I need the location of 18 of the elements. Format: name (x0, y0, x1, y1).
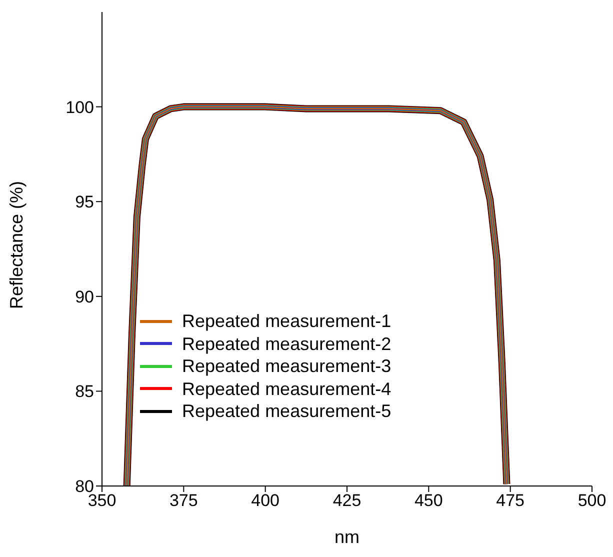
y-tick-label: 90 (75, 287, 94, 306)
y-tick-label: 95 (75, 192, 94, 212)
x-axis-title: nm (334, 527, 360, 547)
y-tick-label: 100 (66, 98, 94, 117)
x-tick-label: 375 (169, 491, 198, 510)
legend-label: Repeated measurement-2 (182, 332, 392, 355)
x-tick-label: 425 (332, 491, 362, 510)
x-tick-label: 475 (496, 491, 525, 510)
legend-label: Repeated measurement-4 (182, 378, 392, 400)
legend-label: Repeated measurement-5 (182, 400, 392, 422)
legend-label: Repeated measurement-1 (182, 310, 392, 332)
x-tick-label: 500 (578, 491, 606, 510)
legend-label: Repeated measurement-3 (182, 355, 392, 378)
x-tick-label: 400 (251, 491, 280, 510)
y-axis-title: Reflectance (%) (6, 180, 26, 309)
x-tick-label: 350 (88, 491, 116, 510)
x-tick-label: 450 (414, 491, 443, 510)
y-tick-label: 85 (75, 382, 94, 402)
